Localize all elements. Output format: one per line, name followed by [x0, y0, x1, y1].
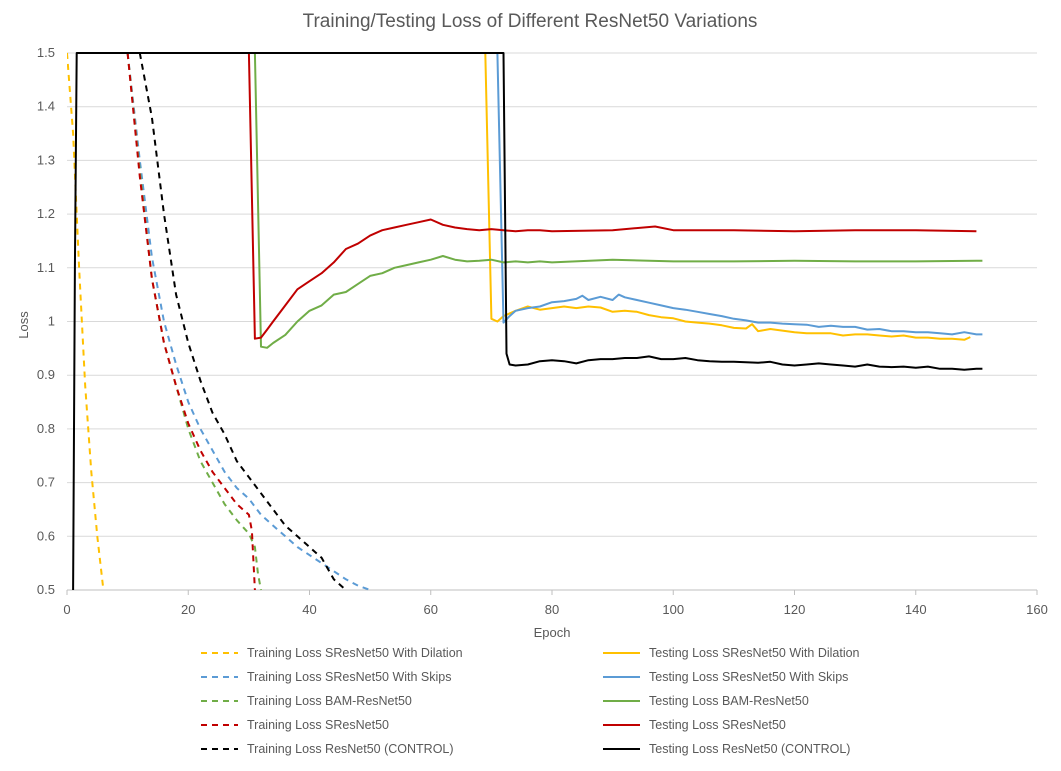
plot-area	[67, 52, 983, 591]
series-line-7	[247, 52, 977, 340]
x-tick-label: 20	[181, 602, 195, 617]
y-tick-label: 1.4	[37, 99, 55, 114]
series-line-8	[138, 52, 347, 591]
legend-label: Testing Loss SResNet50 With Skips	[649, 670, 848, 684]
legend-item: Training Loss SResNet50 With Dilation	[201, 646, 463, 660]
x-tick-label: 160	[1026, 602, 1048, 617]
series-line-0	[67, 52, 105, 591]
legend-item: Testing Loss ResNet50 (CONTROL)	[603, 742, 850, 756]
legend-item: Testing Loss BAM-ResNet50	[603, 694, 809, 708]
x-tick-label: 40	[302, 602, 316, 617]
legend-label: Testing Loss SResNet50	[649, 718, 786, 732]
y-tick-label: 0.7	[37, 475, 55, 490]
legend-label: Testing Loss BAM-ResNet50	[649, 694, 809, 708]
y-tick-label: 1.2	[37, 206, 55, 221]
y-axis-label: Loss	[16, 311, 31, 339]
y-tick-label: 1	[48, 314, 55, 329]
series-line-6	[126, 52, 256, 591]
x-axis-label: Epoch	[534, 625, 571, 640]
legend-label: Training Loss SResNet50 With Dilation	[247, 646, 463, 660]
chart-title: Training/Testing Loss of Different ResNe…	[303, 11, 758, 32]
legend-item: Training Loss ResNet50 (CONTROL)	[201, 742, 454, 756]
legend-item: Training Loss SResNet50	[201, 718, 389, 732]
legend-label: Testing Loss SResNet50 With Dilation	[649, 646, 860, 660]
legend-label: Training Loss SResNet50	[247, 718, 389, 732]
y-tick-label: 0.5	[37, 582, 55, 597]
legend-label: Testing Loss ResNet50 (CONTROL)	[649, 742, 850, 756]
x-tick-label: 80	[545, 602, 559, 617]
legend-label: Training Loss SResNet50 With Skips	[247, 670, 451, 684]
legend-item: Testing Loss SResNet50	[603, 718, 786, 732]
legend-label: Training Loss BAM-ResNet50	[247, 694, 412, 708]
y-tick-label: 1.1	[37, 260, 55, 275]
legend-item: Training Loss SResNet50 With Skips	[201, 670, 451, 684]
legend-label: Training Loss ResNet50 (CONTROL)	[247, 742, 454, 756]
legend-item: Training Loss BAM-ResNet50	[201, 694, 412, 708]
series-line-1	[484, 52, 971, 341]
y-tick-label: 0.9	[37, 367, 55, 382]
x-tick-label: 120	[784, 602, 806, 617]
axes: 0.5 0.6 0.7 0.8 0.9 1 1.1 1.2 1.3 1.4 1.5 0 20 40 60 80…	[37, 45, 1048, 617]
series-line-2	[126, 52, 371, 591]
series-line-5	[253, 52, 983, 349]
x-tick-label: 0	[63, 602, 70, 617]
legend-item: Testing Loss SResNet50 With Skips	[603, 670, 848, 684]
y-tick-label: 1.3	[37, 152, 55, 167]
y-tick-label: 0.6	[37, 528, 55, 543]
series-line-3	[496, 52, 983, 336]
y-tick-label: 0.8	[37, 421, 55, 436]
x-tick-label: 60	[424, 602, 438, 617]
series-line-9	[72, 52, 983, 591]
legend: Training Loss SResNet50 With Dilation Tra…	[201, 646, 860, 756]
legend-item: Testing Loss SResNet50 With Dilation	[603, 646, 860, 660]
gridlines	[67, 52, 1037, 591]
y-tick-label: 1.5	[37, 45, 55, 60]
x-tick-label: 140	[905, 602, 927, 617]
x-tick-label: 100	[662, 602, 684, 617]
